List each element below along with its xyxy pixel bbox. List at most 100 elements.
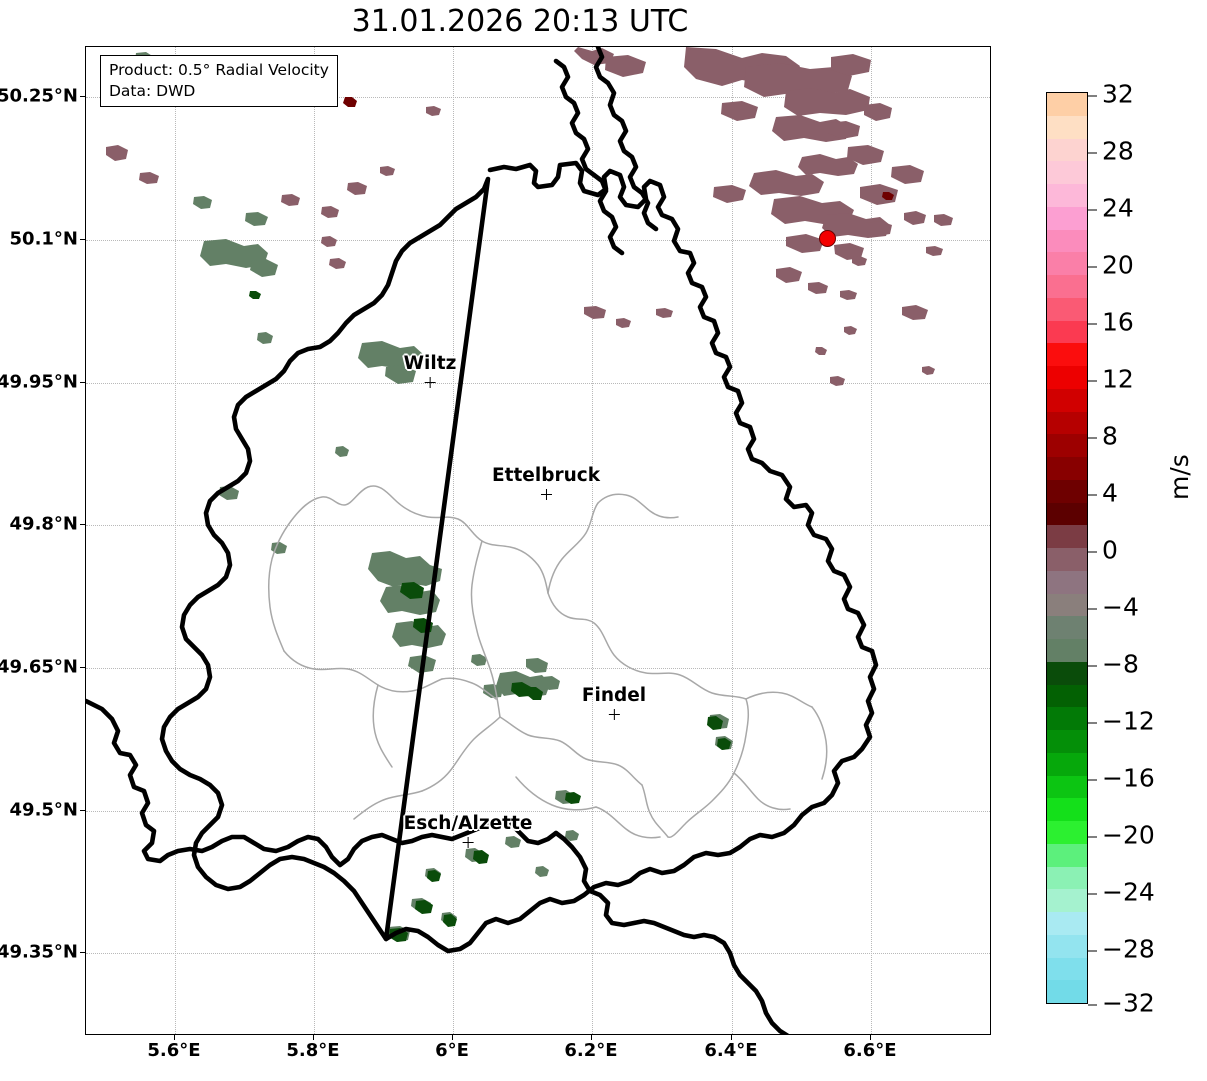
colorbar-tick: −28 (1088, 935, 1155, 964)
colorbar-segment (1047, 366, 1087, 389)
xtick-mark (174, 1035, 175, 1040)
colorbar-tick-text: −8 (1102, 649, 1139, 679)
xtick-label: 6.4°E (704, 1040, 758, 1061)
national-border-luxembourg (159, 160, 879, 954)
colorbar-tick: 8 (1088, 422, 1118, 451)
colorbar-tick: −12 (1088, 707, 1155, 736)
colorbar-tick: −32 (1088, 989, 1155, 1018)
colorbar-segment (1047, 570, 1087, 594)
gridline-lon (592, 47, 593, 1034)
gridline-lat (86, 383, 990, 384)
colorbar-segment (1047, 957, 1087, 981)
ytick-label: 49.8°N (9, 513, 78, 535)
radar-site-marker[interactable] (819, 230, 836, 247)
velocity-colorbar[interactable] (1046, 92, 1088, 1004)
colorbar-segment (1047, 639, 1087, 662)
colorbar-segment (1047, 320, 1087, 344)
xtick-label: 6°E (435, 1040, 469, 1061)
colorbar-segment (1047, 866, 1087, 890)
colorbar-segment (1047, 479, 1087, 503)
latitude-axis: 50.25°N 50.1°N 49.95°N 49.8°N 49.65°N 49… (0, 46, 78, 1035)
colorbar-segment (1047, 843, 1087, 867)
colorbar-segment (1047, 684, 1087, 708)
colorbar-segment (1047, 707, 1087, 730)
colorbar-tick: −8 (1088, 650, 1139, 679)
colorbar-segment (1047, 798, 1087, 821)
ytick-label: 49.95°N (0, 371, 78, 393)
colorbar-segment (1047, 93, 1087, 116)
ytick-mark (80, 952, 85, 953)
colorbar-segment (1047, 934, 1087, 958)
gridline-lon (453, 47, 454, 1034)
colorbar-segment (1047, 275, 1087, 298)
xtick-label: 5.8°E (286, 1040, 340, 1061)
ytick-mark (80, 524, 85, 525)
colorbar-tick-text: 4 (1102, 478, 1118, 508)
colorbar-segment (1047, 388, 1087, 412)
colorbar-segment (1047, 730, 1087, 753)
colorbar-tick-text: −28 (1102, 934, 1155, 964)
colorbar-tick: 12 (1088, 365, 1134, 394)
colorbar-segment (1047, 525, 1087, 548)
internal-boundaries (267, 485, 828, 839)
gridline-lat (86, 97, 990, 98)
map-plot-area[interactable]: Wiltz Ettelbruck Findel Esch/Alzette Pro… (85, 46, 991, 1035)
ytick-label: 49.5°N (9, 799, 78, 821)
gridline-lat (86, 525, 990, 526)
colorbar-segment (1047, 434, 1087, 457)
xtick-mark (313, 1035, 314, 1040)
colorbar-tick: −4 (1088, 593, 1139, 622)
colorbar-tick-labels: 32 28 24 20 16 12 8 4 0 −4 −8 −12 −16 −2… (1088, 80, 1198, 1018)
colorbar-segment (1047, 775, 1087, 799)
colorbar-tick-text: −4 (1102, 592, 1139, 622)
colorbar-segment (1047, 889, 1087, 912)
colorbar-tick: 28 (1088, 137, 1134, 166)
gridline-lon (314, 47, 315, 1034)
colorbar-segment (1047, 457, 1087, 480)
colorbar-segment (1047, 252, 1087, 275)
ytick-mark (80, 239, 85, 240)
ytick-mark (80, 96, 85, 97)
map-canvas: Wiltz Ettelbruck Findel Esch/Alzette Pro… (86, 47, 990, 1034)
colorbar-tick: 0 (1088, 536, 1118, 565)
xtick-mark (591, 1035, 592, 1040)
xtick-mark (452, 1035, 453, 1040)
colorbar-tick: 16 (1088, 308, 1134, 337)
colorbar-tick-text: −24 (1102, 877, 1155, 907)
colorbar-segment (1047, 206, 1087, 230)
colorbar-segment (1047, 616, 1087, 639)
colorbar-segment (1047, 548, 1087, 571)
product-line: Product: 0.5° Radial Velocity (109, 61, 329, 79)
colorbar-tick-text: 16 (1102, 307, 1134, 337)
colorbar-segment (1047, 161, 1087, 184)
colorbar-tick: −16 (1088, 764, 1155, 793)
ytick-label: 49.65°N (0, 656, 78, 678)
xtick-label: 6.2°E (564, 1040, 618, 1061)
gridline-lon (871, 47, 872, 1034)
colorbar-segment (1047, 343, 1087, 366)
data-source-line: Data: DWD (109, 81, 196, 100)
radar-echo-highvalue (343, 97, 894, 200)
border-layer (86, 47, 879, 1034)
colorbar-segment (1047, 752, 1087, 776)
ytick-mark (80, 810, 85, 811)
radar-echo-layer (106, 47, 953, 942)
gridline-lon (732, 47, 733, 1034)
colorbar-segment (1047, 115, 1087, 139)
colorbar-tick-text: 24 (1102, 193, 1134, 223)
colorbar-segment (1047, 821, 1087, 844)
colorbar-tick: −24 (1088, 878, 1155, 907)
colorbar-tick-text: 28 (1102, 136, 1134, 166)
colorbar-tick: 20 (1088, 251, 1134, 280)
gridline-lon (175, 47, 176, 1034)
xtick-label: 5.6°E (147, 1040, 201, 1061)
colorbar-segment (1047, 980, 1087, 1003)
colorbar-tick: 24 (1088, 194, 1134, 223)
radar-echo-negative-strong (249, 291, 731, 942)
colorbar-segment (1047, 661, 1087, 685)
colorbar-segment (1047, 138, 1087, 162)
colorbar-segment (1047, 411, 1087, 435)
ytick-mark (80, 382, 85, 383)
xtick-mark (870, 1035, 871, 1040)
